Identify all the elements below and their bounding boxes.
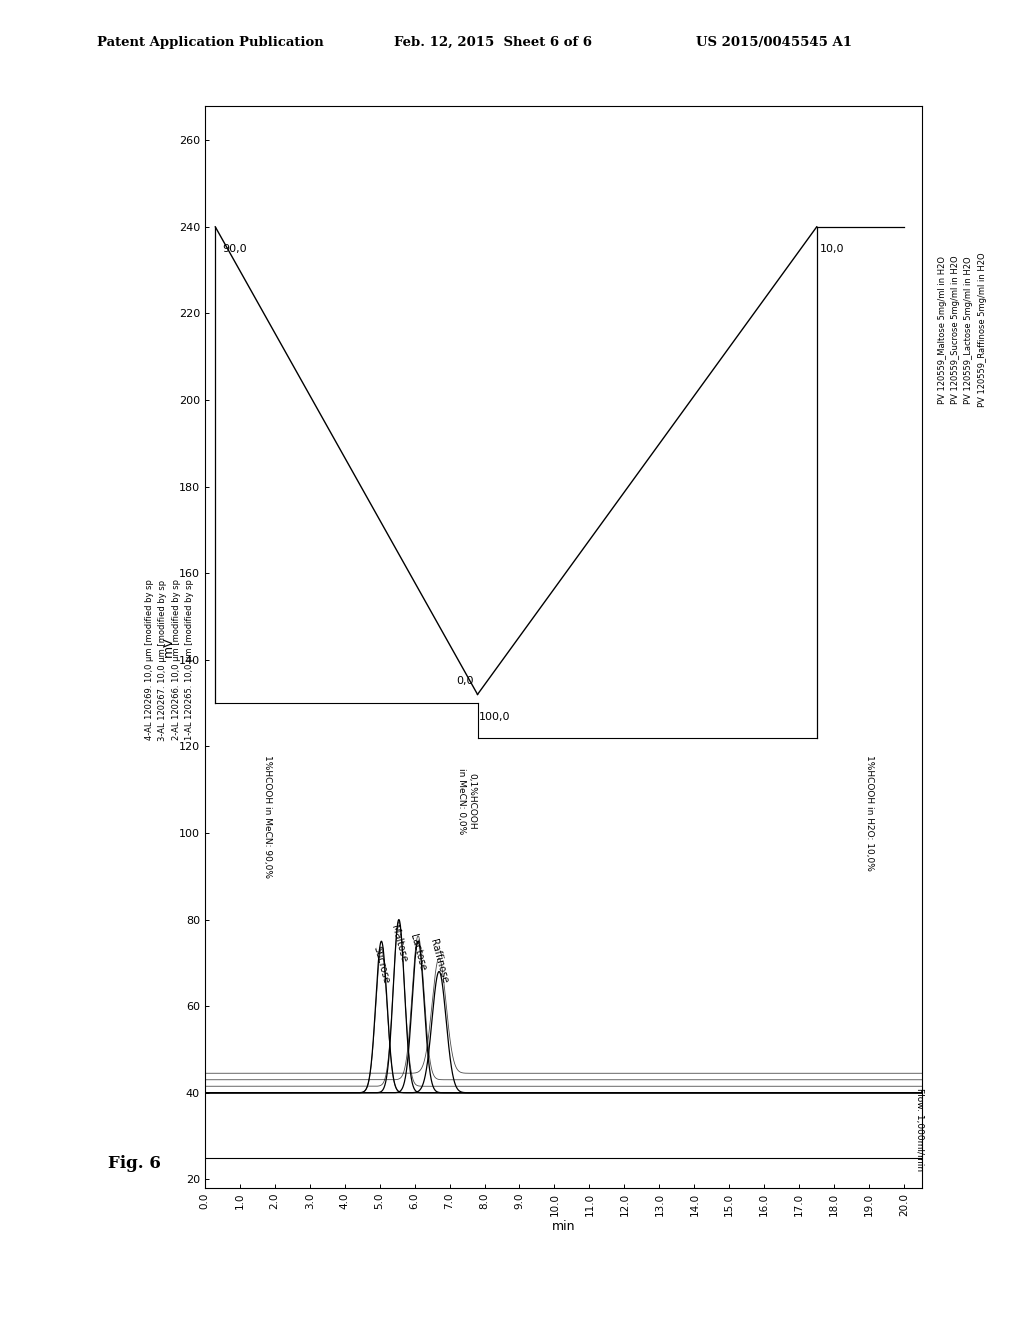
Text: Maltose: Maltose	[389, 924, 409, 962]
Y-axis label: mV: mV	[162, 636, 174, 657]
Text: 2-AL 120266. 10,0 µm [modified by sp: 2-AL 120266. 10,0 µm [modified by sp	[172, 579, 180, 741]
X-axis label: min: min	[552, 1220, 574, 1233]
Text: 100,0: 100,0	[479, 711, 511, 722]
Text: 1%HCOOH in MeCN: 90,0%: 1%HCOOH in MeCN: 90,0%	[263, 755, 272, 878]
Text: PV 120559_Lactose 5mg/ml in H2O: PV 120559_Lactose 5mg/ml in H2O	[965, 256, 973, 404]
Text: Patent Application Publication: Patent Application Publication	[97, 36, 324, 49]
Text: US 2015/0045545 A1: US 2015/0045545 A1	[696, 36, 852, 49]
Text: PV 120559_Raffinose 5mg/ml in H2O: PV 120559_Raffinose 5mg/ml in H2O	[978, 252, 986, 408]
Text: Fig. 6: Fig. 6	[108, 1155, 161, 1172]
Text: 4-AL 120269. 10,0 µm [modified by sp: 4-AL 120269. 10,0 µm [modified by sp	[145, 579, 154, 741]
Text: Lactose: Lactose	[409, 932, 428, 972]
Text: 10,0: 10,0	[820, 244, 845, 255]
Text: PV 120559_Sucrose 5mg/ml in H2O: PV 120559_Sucrose 5mg/ml in H2O	[951, 256, 959, 404]
Text: 0,0: 0,0	[457, 676, 474, 686]
Text: 0,1%HCOOH
in MeCN: 0,0%: 0,1%HCOOH in MeCN: 0,0%	[458, 768, 477, 834]
Text: Flow: 1,000ml/min: Flow: 1,000ml/min	[914, 1088, 924, 1171]
Text: Raffinose: Raffinose	[428, 939, 450, 985]
Text: 3-AL 120267. 10,0 µm [modified by sp: 3-AL 120267. 10,0 µm [modified by sp	[159, 579, 167, 741]
Text: PV 120559_Maltose 5mg/ml in H2O: PV 120559_Maltose 5mg/ml in H2O	[938, 256, 946, 404]
Text: Sucrose: Sucrose	[372, 945, 391, 985]
Text: Feb. 12, 2015  Sheet 6 of 6: Feb. 12, 2015 Sheet 6 of 6	[394, 36, 592, 49]
Text: 90,0: 90,0	[222, 244, 247, 255]
Text: 1-AL 120265. 10,0 µm [modified by sp: 1-AL 120265. 10,0 µm [modified by sp	[185, 579, 194, 741]
Text: 1%HCOOH in H2O: 10,0%: 1%HCOOH in H2O: 10,0%	[864, 755, 873, 871]
